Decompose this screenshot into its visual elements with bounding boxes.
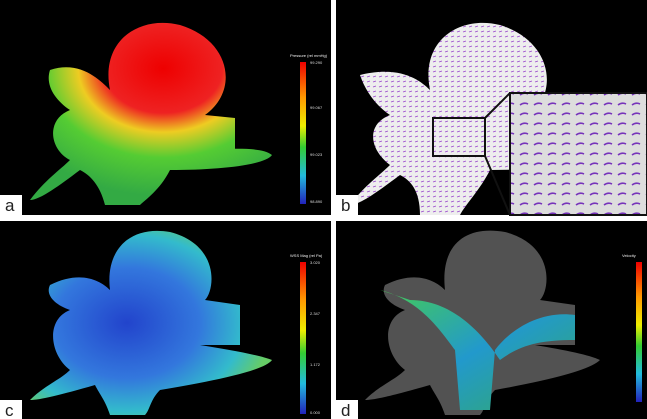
panel-label: b — [341, 196, 350, 215]
aneurysm-model — [30, 22, 272, 205]
colorbar-tick: 0.000 — [310, 410, 321, 415]
colorbar-title: Pressure (rel mmHg) — [290, 53, 328, 58]
streamlines — [380, 290, 575, 410]
colorbar-tick: 98.890 — [310, 199, 323, 204]
aneurysm-model — [30, 230, 272, 415]
vessel-shell — [365, 230, 600, 415]
colorbar — [636, 262, 642, 402]
colorbar-tick: 99.023 — [310, 152, 323, 157]
label-box — [0, 400, 22, 419]
label-box — [336, 400, 358, 419]
zoom-lines — [484, 92, 511, 216]
label-box — [0, 195, 22, 215]
zoom-inset — [509, 92, 647, 216]
panel-label: d — [341, 401, 350, 419]
colorbar-tick: 99.067 — [310, 105, 323, 110]
panel-label: a — [5, 196, 15, 215]
zoom-box — [432, 117, 486, 157]
colorbar-title: WSS Mag (rel Pa) — [290, 253, 323, 258]
colorbar — [300, 62, 306, 204]
colorbar-title: Velocity — [622, 253, 636, 258]
colorbar-tick: 99.290 — [310, 60, 323, 65]
colorbar-tick: 2.347 — [310, 311, 321, 316]
label-box — [336, 195, 358, 215]
panel-label: c — [5, 401, 14, 419]
colorbar — [300, 262, 306, 414]
colorbar-tick: 3.020 — [310, 260, 321, 265]
colorbar-tick: 1.172 — [310, 362, 321, 367]
